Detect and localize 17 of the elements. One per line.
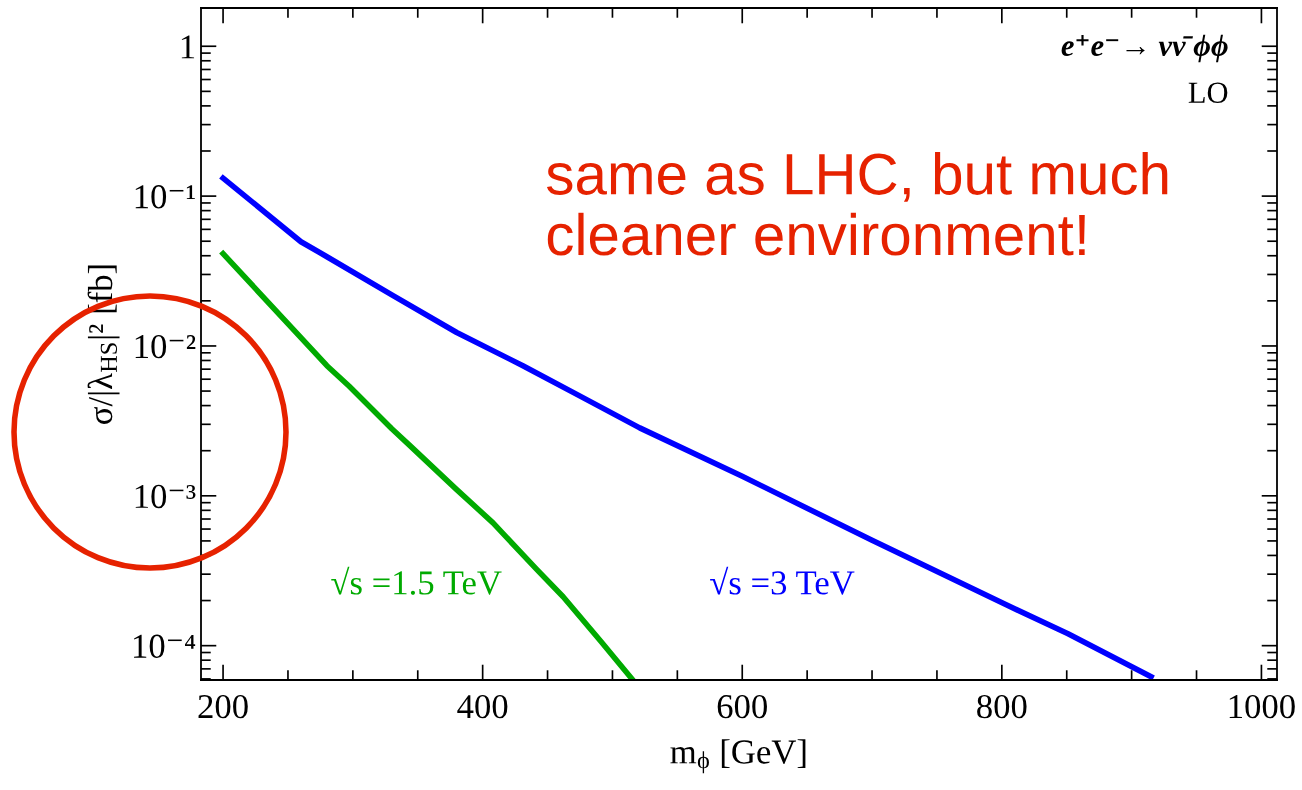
y-tick-label: 10⁻²: [135, 334, 196, 359]
annotation: same as LHC, but much cleaner environment!: [546, 152, 1168, 256]
series-label: √s =1.5 TeV: [331, 566, 502, 595]
x-tick-label: 600: [717, 694, 767, 719]
x-axis-title: m$_{ϕ}$ [GeV]: [670, 739, 806, 774]
annotation: LO: [1188, 82, 1228, 104]
x-tick-label: 400: [457, 694, 508, 719]
y-tick-label: 10⁻¹: [135, 185, 195, 209]
x-tick-label: 800: [977, 694, 1027, 719]
y-tick-label: 10⁻³: [135, 484, 196, 509]
x-tick-label: 1000: [1229, 694, 1295, 719]
y-axis-title: σ/|λ$_{HS}$|² [fb]: [87, 265, 120, 424]
y-tick-label: 1: [181, 35, 195, 59]
x-tick-label: 200: [198, 694, 248, 719]
y-tick-label: 10⁻⁴: [134, 634, 196, 659]
annotation: e⁺e⁻→ νν̄ ϕϕ: [1061, 34, 1228, 63]
series-label: √s =3 TeV: [710, 566, 855, 595]
